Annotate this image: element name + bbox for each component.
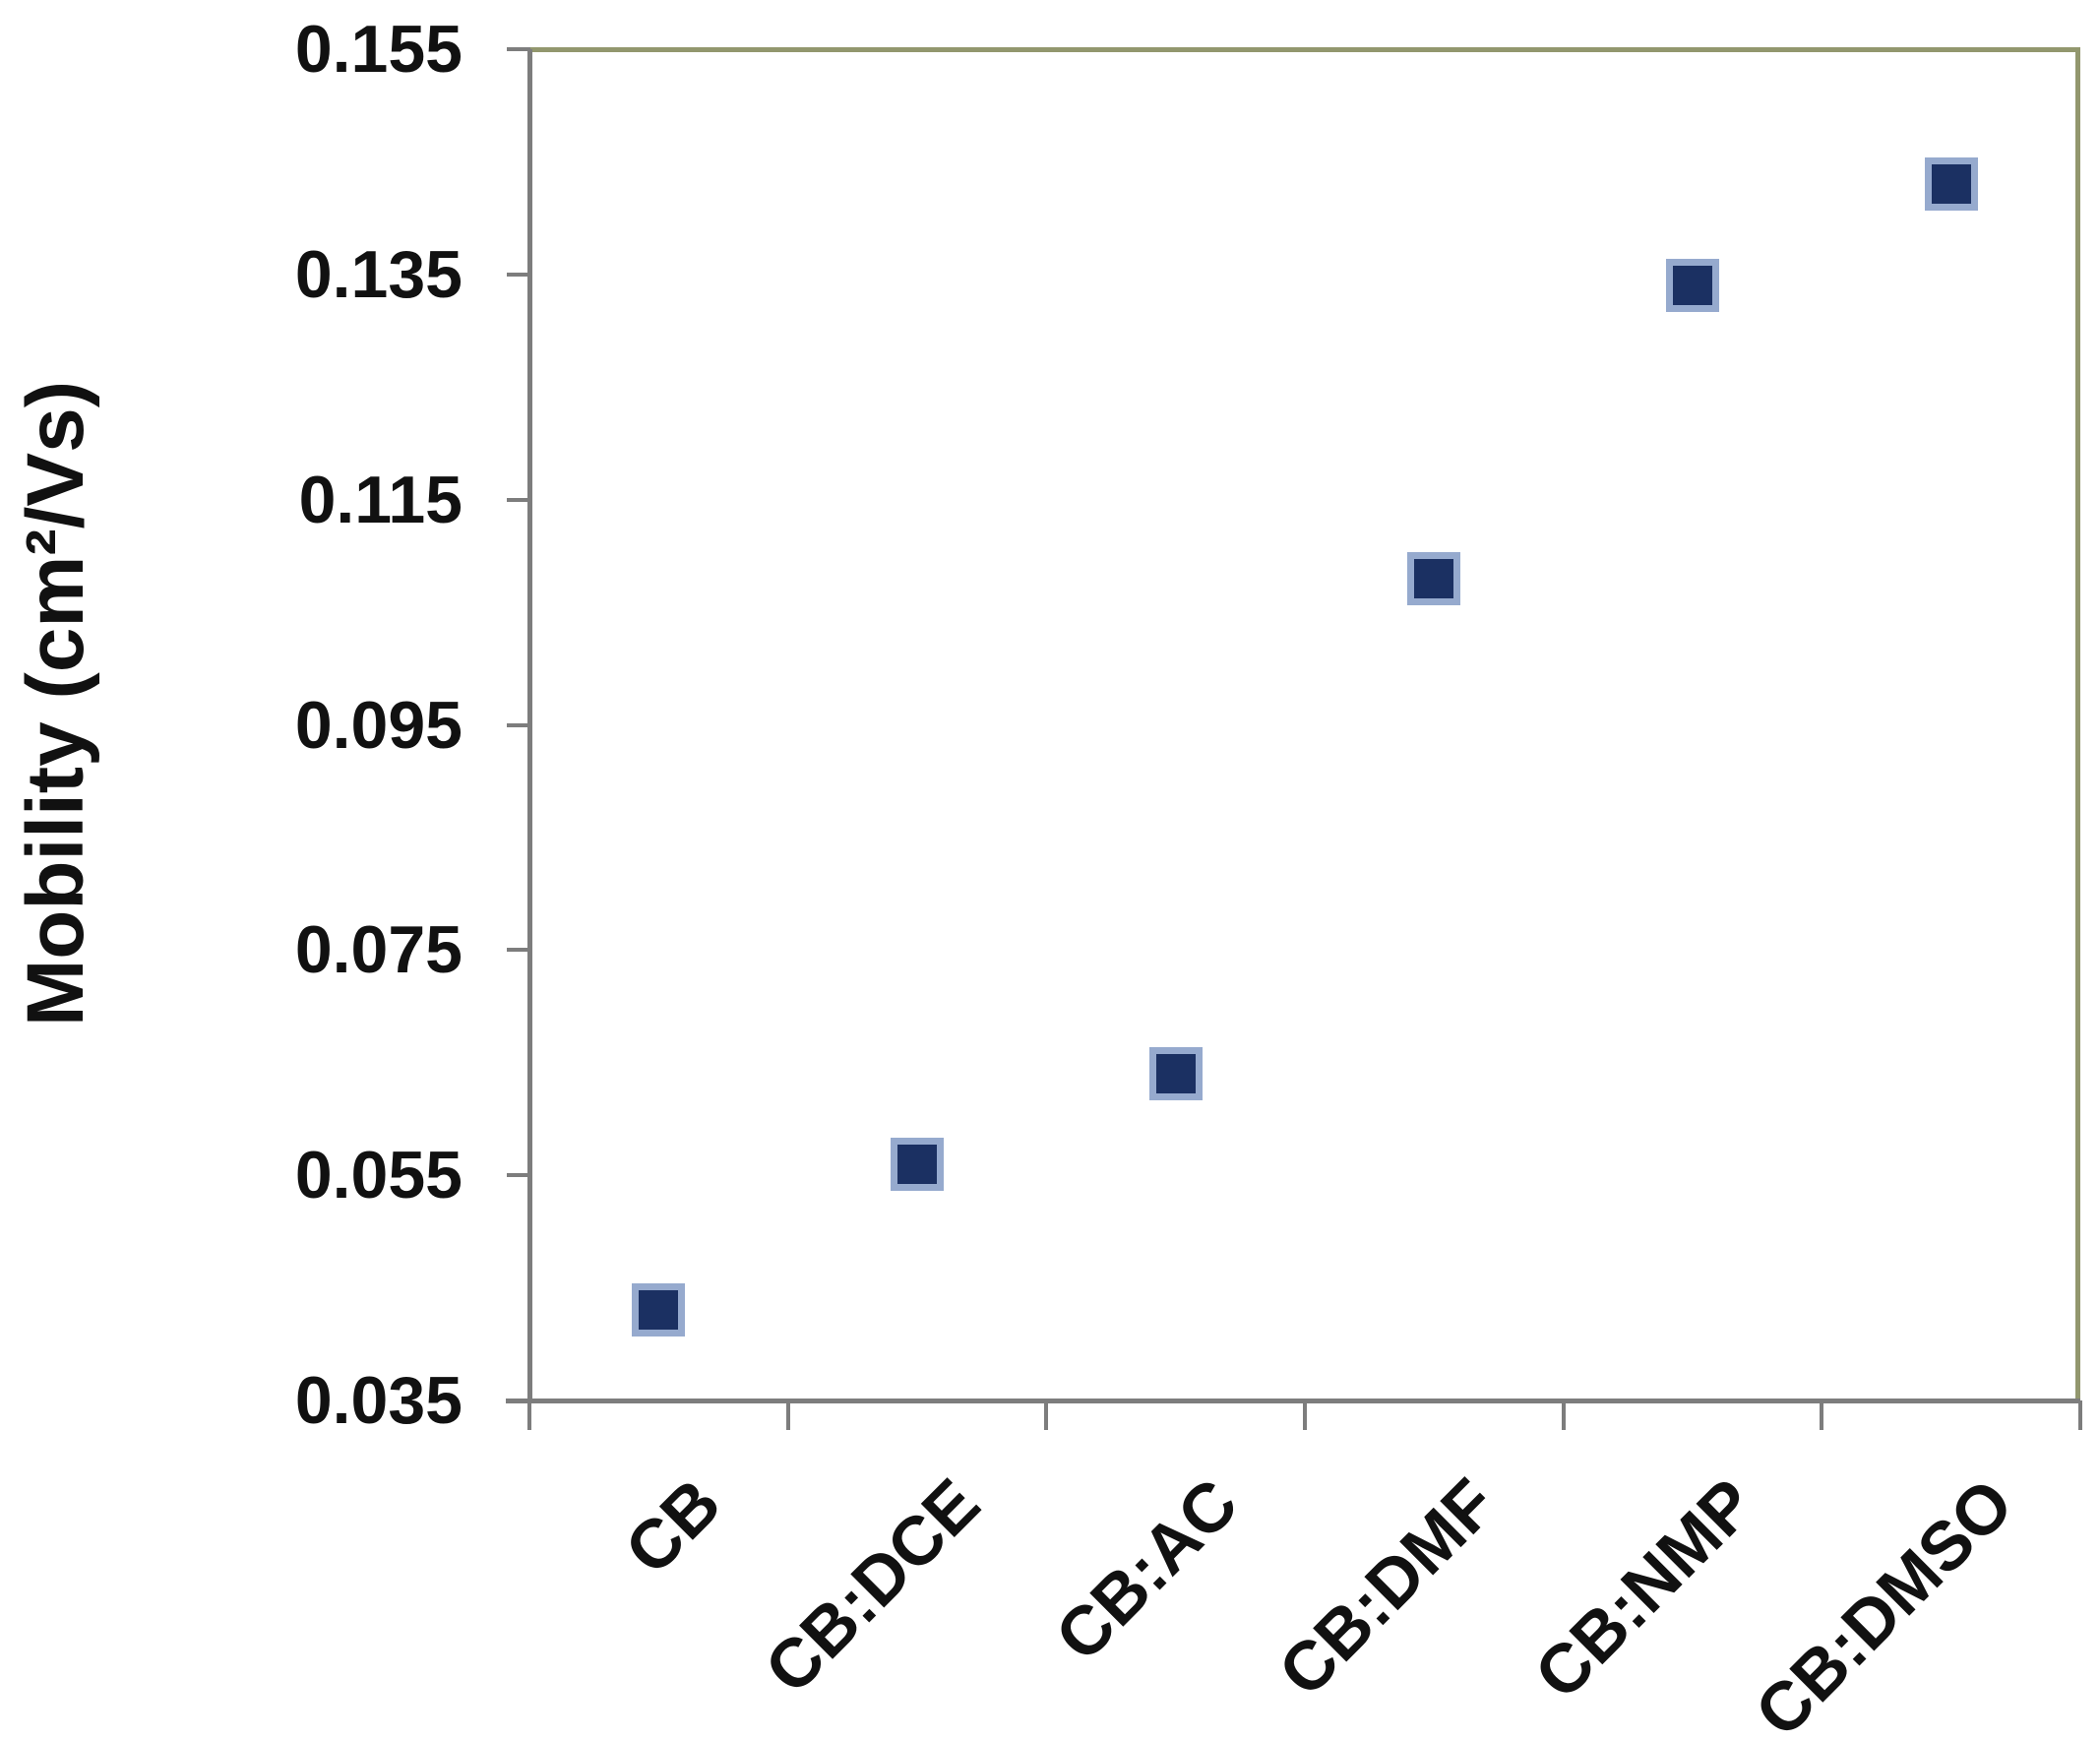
y-axis-tick: [507, 1399, 530, 1402]
data-point-marker: [1924, 157, 1978, 212]
y-axis-tick-label: 0.075: [294, 912, 463, 988]
x-axis-line: [506, 1399, 2080, 1403]
y-axis-title: Mobility (cm²/Vs): [11, 380, 100, 1027]
x-axis-category-label: CB:NMP: [1519, 1463, 1769, 1713]
x-axis-tick: [527, 1400, 531, 1430]
y-axis-tick-label: 0.055: [294, 1138, 463, 1213]
x-axis-category-label: CB:DCE: [750, 1463, 994, 1709]
data-point-marker: [1666, 259, 1719, 313]
x-axis-category-label: CB:AC: [1040, 1463, 1253, 1676]
plot-frame-top-border: [529, 47, 2080, 52]
x-axis-category-label: CB:DMF: [1264, 1463, 1512, 1711]
y-axis-tick-label: 0.135: [294, 236, 463, 312]
data-point-marker: [1148, 1047, 1203, 1101]
y-axis-tick-label: 0.095: [294, 687, 463, 763]
y-axis-tick-label: 0.115: [298, 462, 463, 537]
x-axis-tick: [1561, 1400, 1566, 1430]
data-point-marker: [632, 1283, 686, 1337]
y-axis-tick: [507, 497, 530, 502]
plot-frame-right-border: [2075, 47, 2080, 1402]
y-axis-tick-label: 0.035: [294, 1363, 463, 1438]
y-axis-tick: [507, 722, 530, 727]
x-axis-tick: [1820, 1400, 1824, 1430]
y-axis-tick: [507, 1173, 530, 1178]
x-axis-tick: [1303, 1400, 1307, 1430]
y-axis-tick: [507, 272, 530, 277]
data-point-marker: [891, 1137, 944, 1191]
y-axis-tick: [507, 948, 530, 953]
x-axis-category-label: CB:DMSO: [1740, 1463, 2028, 1741]
x-axis-tick: [2078, 1400, 2082, 1430]
data-point-marker: [1407, 551, 1461, 605]
x-axis-tick: [1044, 1400, 1049, 1430]
x-axis-tick: [785, 1400, 790, 1430]
y-axis-tick-label: 0.155: [294, 12, 463, 87]
y-axis-tick: [507, 47, 530, 51]
x-axis-category-label: CB: [610, 1463, 736, 1589]
